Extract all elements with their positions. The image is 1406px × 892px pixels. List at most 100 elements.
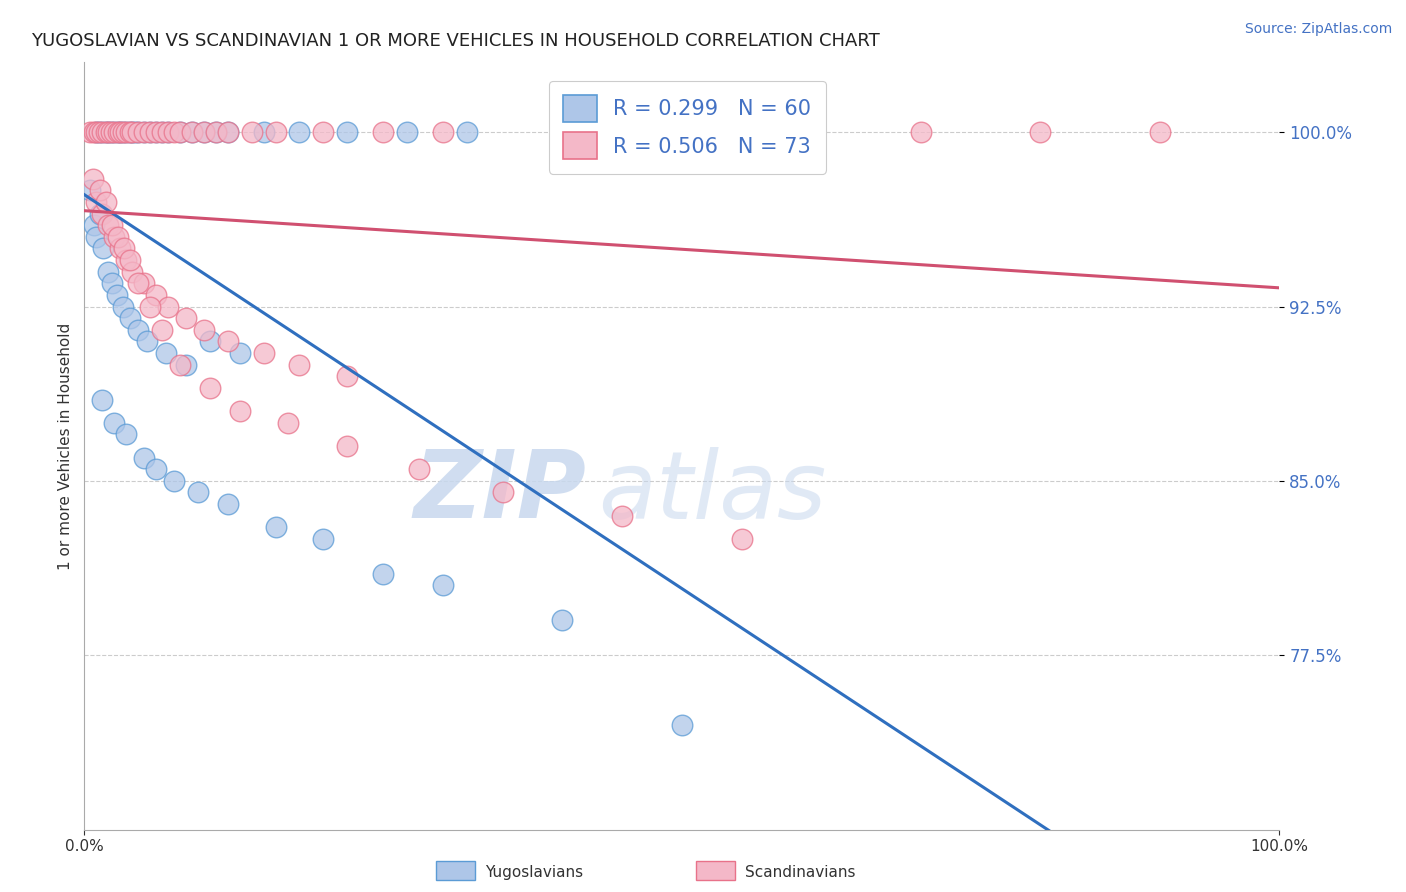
Point [163,125,186,139]
Point [145,288,167,302]
Point [121,125,143,139]
Point [217,497,239,511]
Point [103,416,125,430]
Point [94,125,117,139]
Point [100,125,122,139]
Point [551,125,574,139]
Point [86,194,108,209]
Point [79,125,101,139]
Point [181,125,204,139]
Point [121,125,143,139]
Point [264,520,287,534]
Point [118,311,141,326]
Point [86,125,108,139]
Point [264,125,287,139]
Point [103,125,125,139]
Point [731,532,754,546]
Point [111,300,134,314]
Point [91,125,114,139]
Point [456,125,478,139]
Point [1029,125,1052,139]
Point [101,218,124,232]
Point [336,369,359,384]
Point [121,265,143,279]
Point [110,125,132,139]
Point [240,125,263,139]
Point [288,358,311,372]
Point [157,125,180,139]
Y-axis label: 1 or more Vehicles in Household: 1 or more Vehicles in Household [58,322,73,570]
Point [127,125,149,139]
Point [169,125,191,139]
Point [107,125,129,139]
Point [157,125,180,139]
Point [217,125,239,139]
Point [198,334,221,349]
Point [124,125,146,139]
Point [145,125,167,139]
Point [253,125,276,139]
Point [100,125,122,139]
Point [93,241,115,255]
Text: Source: ZipAtlas.com: Source: ZipAtlas.com [1244,22,1392,37]
Point [150,125,173,139]
Legend: R = 0.299   N = 60, R = 0.506   N = 73: R = 0.299 N = 60, R = 0.506 N = 73 [548,80,827,174]
Point [139,125,162,139]
Point [79,183,101,197]
Point [551,613,574,627]
Point [205,125,228,139]
Point [89,183,111,197]
Text: YUGOSLAVIAN VS SCANDINAVIAN 1 OR MORE VEHICLES IN HOUSEHOLD CORRELATION CHART: YUGOSLAVIAN VS SCANDINAVIAN 1 OR MORE VE… [31,32,879,50]
Point [91,125,114,139]
Point [217,125,239,139]
Point [86,229,108,244]
Point [115,125,138,139]
Text: Scandinavians: Scandinavians [745,865,856,880]
Point [193,125,215,139]
Point [115,125,138,139]
Point [97,125,120,139]
Point [103,229,125,244]
Point [155,346,177,360]
Point [492,485,515,500]
Point [229,346,252,360]
Point [127,277,149,291]
Point [432,578,454,592]
Point [83,125,105,139]
Point [336,125,359,139]
Point [277,416,299,430]
Point [217,334,239,349]
Point [132,125,156,139]
Point [111,125,134,139]
Point [612,508,634,523]
Point [253,346,276,360]
Text: atlas: atlas [599,447,827,538]
Point [97,265,120,279]
Point [107,125,129,139]
Point [671,718,693,732]
Point [229,404,252,418]
Point [107,229,129,244]
Text: Yugoslavians: Yugoslavians [485,865,583,880]
Point [87,125,110,139]
Point [174,358,197,372]
Point [205,125,228,139]
Point [135,334,157,349]
Point [910,125,932,139]
Point [288,125,311,139]
Point [103,125,125,139]
Point [336,439,359,453]
Point [373,125,395,139]
Point [193,323,215,337]
Point [115,253,138,268]
Point [187,485,209,500]
Point [97,218,120,232]
Point [91,392,114,407]
Point [139,125,162,139]
Point [82,171,104,186]
Point [157,300,180,314]
Point [127,125,149,139]
Point [101,277,124,291]
Point [105,288,128,302]
Point [83,218,105,232]
